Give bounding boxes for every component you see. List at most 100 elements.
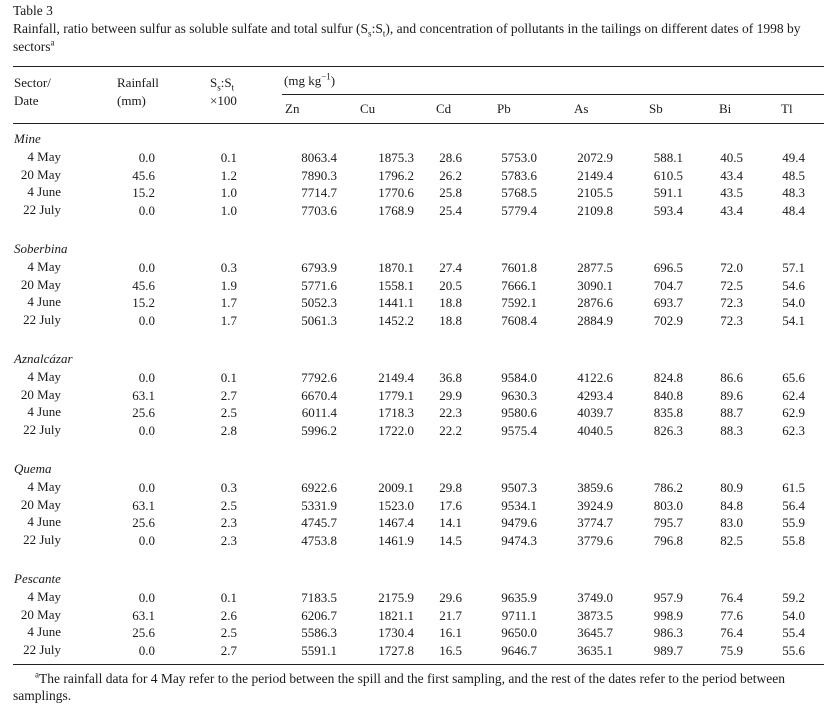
concentration-cell: 7601.8	[501, 260, 537, 275]
concentration-cell: 588.1	[653, 150, 683, 165]
row-date: 20 May	[20, 276, 61, 292]
concentration-cell: 21.7	[439, 607, 462, 623]
concentration-cell: 77.6	[720, 607, 743, 623]
concentration-cell: 72.0	[720, 260, 743, 275]
concentration-cell: 6793.9	[301, 260, 337, 275]
concentration-cell: 3774.7	[577, 515, 613, 530]
concentration-cell: 22.2	[439, 422, 462, 438]
concentration-cell: 840.8	[653, 387, 683, 403]
concentration-cell: 1558.1	[378, 277, 414, 293]
concentration-cell: 786.2	[653, 480, 683, 495]
concentration-cell: 27.4	[439, 260, 462, 275]
concentration-cell: 4122.6	[577, 370, 613, 385]
sector-heading: Soberbina	[14, 241, 68, 256]
concentration-cell: 1870.1	[378, 260, 414, 275]
row-date: 4 May	[27, 369, 61, 384]
element-header: As	[574, 101, 589, 116]
concentration-cell: 18.8	[439, 312, 462, 328]
row-date: 4 May	[27, 589, 61, 604]
concentration-cell: 76.4	[720, 625, 743, 640]
concentration-cell: 7714.7	[301, 185, 337, 200]
concentration-cell: 5591.1	[301, 642, 337, 658]
bottom-rule	[13, 664, 824, 665]
header-date: Date	[14, 93, 39, 108]
ratio-cell: 1.7	[220, 295, 237, 310]
concentration-cell: 610.5	[653, 167, 683, 183]
concentration-cell: 29.8	[439, 480, 462, 495]
rainfall-cell: 0.0	[138, 260, 155, 275]
concentration-cell: 998.9	[653, 607, 683, 623]
concentration-cell: 803.0	[653, 497, 683, 513]
element-header: Cu	[360, 101, 376, 116]
concentration-cell: 7792.6	[301, 370, 337, 385]
concentration-cell: 3749.0	[577, 590, 613, 605]
concentration-cell: 824.8	[653, 370, 683, 385]
ratio-cell: 0.1	[220, 150, 237, 165]
concentration-cell: 43.4	[720, 202, 743, 218]
rainfall-cell: 25.6	[132, 405, 155, 420]
concentration-cell: 3645.7	[577, 625, 613, 640]
row-date: 20 May	[20, 606, 61, 622]
concentration-cell: 826.3	[653, 422, 683, 438]
concentration-cell: 2149.4	[378, 370, 414, 385]
table-number: Table 3	[13, 3, 53, 18]
concentration-cell: 9474.3	[501, 532, 537, 548]
element-header: Tl	[781, 101, 793, 116]
concentration-cell: 2149.4	[577, 167, 613, 183]
concentration-cell: 14.1	[439, 515, 462, 530]
concentration-cell: 9650.0	[501, 625, 537, 640]
concentration-cell: 9479.6	[501, 515, 537, 530]
header-sector: Sector/	[14, 75, 51, 90]
rainfall-cell: 63.1	[132, 497, 155, 513]
concentration-cell: 55.8	[782, 532, 805, 548]
concentration-cell: 48.5	[782, 167, 805, 183]
concentration-cell: 2876.6	[577, 295, 613, 310]
concentration-cell: 49.4	[782, 150, 805, 165]
concentration-cell: 5996.2	[301, 422, 337, 438]
row-date: 4 May	[27, 149, 61, 164]
element-header: Bi	[719, 101, 732, 116]
row-date: 22 July	[23, 421, 61, 437]
concentration-cell: 4745.7	[301, 515, 337, 530]
concentration-cell: 6011.4	[301, 405, 337, 420]
concentration-cell: 1727.8	[378, 642, 414, 658]
row-date: 20 May	[20, 386, 61, 402]
concentration-cell: 56.4	[782, 497, 805, 513]
concentration-cell: 48.3	[782, 185, 805, 200]
concentration-cell: 7183.5	[301, 590, 337, 605]
concentration-cell: 9580.6	[501, 405, 537, 420]
element-header: Zn	[285, 101, 300, 116]
ratio-cell: 1.7	[220, 312, 237, 328]
concentration-cell: 1796.2	[378, 167, 414, 183]
concentration-cell: 86.6	[720, 370, 743, 385]
concentration-cell: 593.4	[653, 202, 683, 218]
table-footnote: aThe rainfall data for 4 May refer to th…	[13, 669, 785, 703]
concentration-cell: 26.2	[439, 167, 462, 183]
row-date: 4 June	[27, 624, 61, 639]
concentration-cell: 986.3	[653, 625, 683, 640]
concentration-cell: 89.6	[720, 387, 743, 403]
table-caption: Rainfall, ratio between sulfur as solubl…	[13, 21, 801, 54]
concentration-cell: 1441.1	[378, 295, 414, 310]
concentration-cell: 7592.1	[501, 295, 537, 310]
rainfall-cell: 0.0	[138, 370, 155, 385]
concentration-cell: 9711.1	[501, 607, 537, 623]
concentration-cell: 7666.1	[501, 277, 537, 293]
concentration-cell: 88.7	[720, 405, 743, 420]
concentration-cell: 54.0	[782, 295, 805, 310]
row-date: 20 May	[20, 166, 61, 182]
concentration-cell: 29.9	[439, 387, 462, 403]
rainfall-cell: 63.1	[132, 387, 155, 403]
concentration-cell: 2105.5	[577, 185, 613, 200]
concentration-cell: 9507.3	[501, 480, 537, 495]
ratio-cell: 0.3	[220, 480, 237, 495]
concentration-cell: 54.0	[782, 607, 805, 623]
ratio-cell: 2.3	[220, 515, 237, 530]
concentration-cell: 693.7	[653, 295, 683, 310]
concentration-cell: 75.9	[720, 642, 743, 658]
row-date: 22 July	[23, 311, 61, 327]
unit-rule	[282, 94, 824, 95]
rainfall-cell: 0.0	[138, 202, 155, 218]
sector-heading: Pescante	[14, 571, 61, 586]
concentration-cell: 1875.3	[378, 150, 414, 165]
